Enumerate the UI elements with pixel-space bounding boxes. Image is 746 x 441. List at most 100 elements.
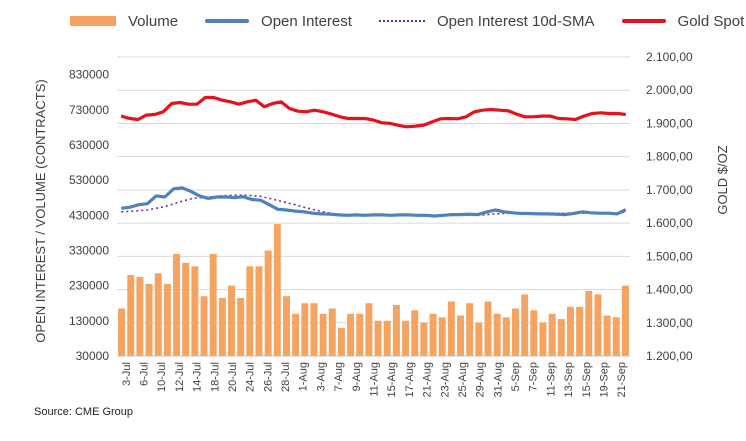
volume-bar	[282, 296, 290, 356]
volume-bar	[512, 308, 519, 356]
volume-bar	[502, 317, 510, 356]
left-tick-label: 230000	[69, 279, 109, 293]
gold-spot-line	[120, 95, 626, 129]
left-tick-label: 130000	[69, 314, 109, 328]
legend-label-open-interest-sma: Open Interest 10d-SMA	[436, 12, 595, 30]
right-tick-label: 1.800,00	[646, 150, 693, 164]
x-tick-label: 9-Aug	[351, 362, 363, 391]
volume-bar	[191, 266, 199, 356]
volume-bar	[603, 315, 611, 356]
volume-bar	[594, 294, 602, 356]
volume-bar	[264, 250, 272, 356]
right-tick-label: 1.700,00	[646, 183, 693, 197]
volume-bar	[402, 320, 410, 356]
x-tick-label: 11-Sep	[545, 362, 557, 397]
volume-bar	[374, 320, 382, 356]
volume-bar	[356, 313, 364, 356]
volume-bar	[246, 266, 254, 356]
x-tick-label: 26-Jul	[262, 362, 274, 392]
volume-bar	[484, 301, 492, 356]
volume-bar	[337, 327, 345, 356]
x-tick-label: 21-Sep	[616, 362, 628, 397]
x-tick-label: 20-Jul	[227, 362, 239, 392]
volume-bar	[136, 276, 144, 356]
x-tick-label: 11-Aug	[369, 362, 381, 397]
x-tick-label: 28-Jul	[280, 362, 292, 392]
volume-bar	[365, 303, 373, 356]
legend-item-open-interest-sma: Open Interest 10d-SMA	[378, 12, 595, 30]
volume-bar	[557, 319, 565, 356]
x-tick-label: 15-Aug	[386, 362, 398, 397]
volume-bar	[548, 313, 556, 356]
right-axis-title: GOLD $/OZ	[715, 145, 730, 214]
volume-bar	[145, 283, 153, 356]
x-tick-label: 6-Jul	[139, 362, 151, 386]
volume-bar	[173, 253, 181, 356]
volume-bar	[127, 275, 135, 356]
open-interest-sma-line	[121, 194, 626, 217]
volume-bar	[255, 266, 263, 356]
volume-bar	[576, 306, 584, 356]
volume-bar	[310, 303, 318, 356]
x-tick-label: 7-Sep	[528, 362, 540, 391]
x-tick-label: 29-Aug	[475, 362, 487, 397]
volume-bar	[237, 297, 245, 356]
volume-bar	[612, 317, 620, 356]
volume-bar	[301, 303, 309, 356]
legend-swatch-open-interest	[205, 19, 250, 23]
volume-bar	[118, 308, 126, 356]
left-tick-label: 30000	[76, 349, 110, 363]
left-tick-label: 630000	[69, 138, 109, 152]
volume-bar	[566, 306, 574, 356]
legend-item-open-interest: Open Interest	[205, 13, 352, 30]
volume-bar	[420, 322, 428, 356]
legend-swatch-open-interest-sma	[378, 20, 425, 22]
right-tick-label: 1.900,00	[646, 116, 693, 130]
volume-bar	[209, 253, 217, 356]
volume-bar	[621, 285, 629, 356]
x-tick-label: 5-Sep	[510, 362, 522, 391]
x-tick-label: 3-Aug	[315, 362, 327, 391]
left-tick-label: 830000	[69, 68, 109, 82]
volume-bar	[200, 296, 208, 356]
x-tick-label: 25-Aug	[457, 362, 469, 397]
x-tick-label: 3-Jul	[121, 362, 133, 386]
volume-bar	[585, 290, 593, 356]
legend-item-gold-spot: Gold Spot	[621, 12, 745, 30]
volume-bar	[228, 285, 235, 356]
right-tick-label: 2.100,00	[646, 50, 693, 64]
volume-bar	[447, 301, 455, 356]
volume-bar	[319, 313, 327, 356]
volume-bar	[328, 308, 336, 356]
x-tick-label: 23-Aug	[439, 362, 451, 397]
x-tick-label: 7-Aug	[333, 362, 345, 391]
volume-bar	[383, 320, 391, 356]
left-tick-label: 730000	[69, 103, 109, 117]
volume-bar	[182, 262, 190, 356]
volume-bar	[163, 283, 171, 356]
volume-bar	[218, 297, 226, 356]
x-tick-label: 1-Aug	[298, 362, 310, 391]
volume-bar	[438, 317, 446, 356]
right-tick-label: 1.400,00	[646, 283, 693, 297]
legend: Volume Open Interest Open Interest 10d-S…	[70, 9, 746, 33]
volume-bar	[457, 315, 465, 356]
x-tick-label: 13-Sep	[563, 362, 575, 397]
x-tick-label: 12-Jul	[174, 362, 186, 392]
volume-bar	[429, 313, 437, 356]
right-tick-label: 1.500,00	[646, 249, 693, 263]
volume-bar	[521, 294, 529, 356]
source-note: Source: CME Group	[34, 406, 134, 418]
volume-bar	[475, 322, 483, 356]
x-tick-label: 21-Aug	[422, 362, 434, 397]
x-tick-label: 10-Jul	[156, 362, 168, 392]
volume-bar	[466, 303, 474, 356]
x-tick-label: 18-Jul	[209, 362, 221, 392]
legend-swatch-gold-spot	[621, 19, 666, 23]
legend-label-gold-spot: Gold Spot	[677, 12, 745, 30]
volume-bar	[292, 313, 300, 356]
x-tick-label: 14-Jul	[192, 362, 204, 392]
right-tick-label: 2.000,00	[646, 83, 693, 97]
